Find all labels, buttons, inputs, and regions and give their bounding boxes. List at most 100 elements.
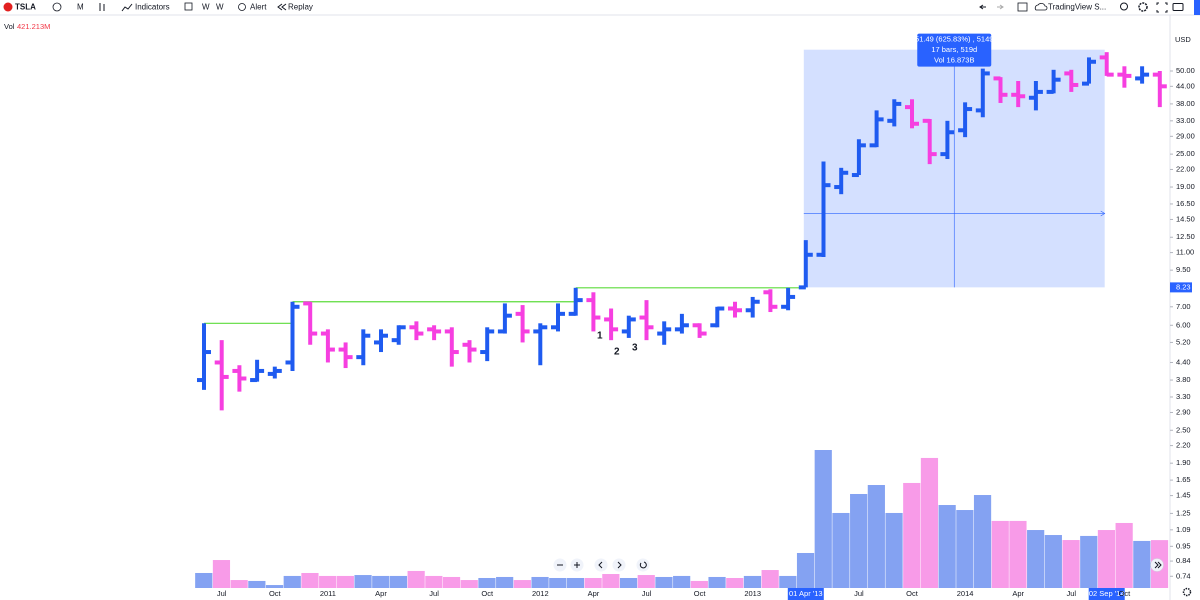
y-tick-label: 1.45: [1176, 491, 1191, 500]
x-tick-label: Apr: [1012, 589, 1024, 598]
x-tick-label: Apr: [375, 589, 387, 598]
volume-bar: [1027, 530, 1045, 588]
y-tick-label: 2.90: [1176, 407, 1191, 416]
bar-style-button[interactable]: [99, 3, 105, 11]
volume-bar: [814, 450, 832, 588]
symbol-logo[interactable]: [3, 2, 13, 12]
x-tick-label: Jul: [1067, 589, 1077, 598]
chart-type-a[interactable]: W: [202, 3, 210, 12]
y-tick-label: 16.50: [1176, 199, 1195, 208]
volume-bar: [248, 580, 266, 588]
scroll-left-icon: [598, 561, 603, 569]
y-tick-label: 1.09: [1176, 525, 1191, 534]
snapshot-button[interactable]: [1172, 3, 1184, 11]
replay-icon[interactable]: [277, 3, 287, 11]
y-tick-label: 5.20: [1176, 337, 1191, 346]
y-tick-label: 50.00: [1176, 66, 1195, 75]
x-tick-label: Apr: [588, 589, 600, 598]
reset-button[interactable]: [636, 558, 650, 572]
volume-legend-value: 421.213M: [17, 22, 50, 31]
symbol[interactable]: TSLA: [15, 3, 36, 12]
volume-bar: [938, 505, 956, 588]
cloud-icon[interactable]: [1034, 2, 1048, 11]
scroll-right-button[interactable]: [612, 558, 626, 572]
measure-arrow: [1100, 210, 1106, 217]
replay-button[interactable]: Replay: [288, 3, 313, 12]
layout-button[interactable]: [1017, 2, 1028, 12]
crosshair-date-label: 01 Apr '13: [789, 589, 823, 598]
y-tick-label: 25.00: [1176, 149, 1195, 158]
chart-type-b[interactable]: W: [216, 3, 224, 12]
y-tick-label: 3.30: [1176, 392, 1191, 401]
indicators-button[interactable]: Indicators: [135, 3, 170, 12]
volume-bar: [1044, 535, 1062, 588]
volume-bar: [354, 575, 372, 588]
navigation: [553, 558, 1192, 597]
compare-button[interactable]: [52, 2, 62, 12]
reset-icon: [639, 561, 647, 569]
y-tick-label: 11.00: [1176, 248, 1194, 257]
x-tick-label: Oct: [906, 589, 919, 598]
currency[interactable]: USD: [1175, 35, 1191, 44]
scroll-left-button[interactable]: [594, 558, 608, 572]
x-tick-label: 2012: [532, 589, 549, 598]
annotation: 1: [597, 331, 603, 342]
volume-bar: [673, 575, 691, 588]
axis-settings-button[interactable]: [1182, 587, 1192, 597]
volume-bar: [442, 576, 461, 588]
volume-bar: [195, 572, 213, 588]
volume-bar: [513, 580, 531, 588]
scroll-to-end-button[interactable]: [1150, 558, 1164, 572]
x-tick-label: Oct: [694, 589, 707, 598]
fullscreen-button[interactable]: [1156, 2, 1168, 13]
volume-bar: [584, 577, 602, 588]
crosshair-date-label: 02 Sep '14: [1089, 589, 1125, 598]
volume-bar: [885, 512, 903, 588]
volume-bar: [407, 570, 425, 588]
volume-bar: [832, 512, 850, 588]
toolbar: TSLA M Indicators W W Alert Replay Tradi…: [0, 0, 1200, 16]
interval[interactable]: M: [77, 3, 84, 12]
search-button[interactable]: [1120, 2, 1128, 11]
undo-button[interactable]: [979, 4, 986, 10]
alert-button[interactable]: Alert: [250, 3, 267, 12]
volume-bar: [1115, 522, 1133, 588]
measure-tooltip-text: Vol 16.873B: [934, 56, 974, 65]
volume-bar: [655, 576, 673, 588]
volume-bar: [850, 493, 868, 588]
x-tick-label: Jul: [429, 589, 439, 598]
volume-bar: [973, 495, 992, 588]
volume-bar: [531, 576, 549, 588]
y-tick-label: 14.50: [1176, 214, 1195, 223]
publish-button[interactable]: [1194, 0, 1200, 15]
x-tick-label: Oct: [481, 589, 494, 598]
y-tick-label: 0.95: [1176, 541, 1191, 550]
measure-tooltip-text: 17 bars, 519d: [931, 45, 977, 54]
alert-icon[interactable]: [238, 3, 246, 11]
price-marker-bg: [1170, 282, 1192, 293]
volume-bar: [637, 575, 655, 588]
x-tick-label: Oct: [269, 589, 282, 598]
volume-bar: [460, 580, 478, 588]
templates-button[interactable]: [184, 2, 193, 11]
redo-button[interactable]: [997, 4, 1004, 10]
x-tick-label: Oct: [1119, 589, 1132, 598]
x-tick-label: Jul: [854, 589, 864, 598]
x-tick-label: 2011: [320, 589, 336, 598]
volume-bar: [1080, 535, 1098, 588]
layout-name[interactable]: TradingView S...: [1048, 3, 1106, 12]
y-tick-label: 1.90: [1176, 458, 1191, 467]
volume-bar: [867, 485, 885, 588]
volume-bar: [1062, 540, 1080, 588]
y-tick-label: 38.00: [1176, 99, 1195, 108]
settings-button[interactable]: [1138, 2, 1148, 12]
x-tick-label: Jul: [642, 589, 652, 598]
indicators-icon[interactable]: [121, 3, 133, 12]
y-tick-label: 7.00: [1176, 302, 1191, 311]
volume-bar: [602, 574, 620, 588]
volume-bar: [389, 575, 408, 588]
volume-bar: [991, 520, 1009, 588]
y-tick-label: 12.50: [1176, 232, 1195, 241]
y-tick-label: 1.65: [1176, 475, 1191, 484]
